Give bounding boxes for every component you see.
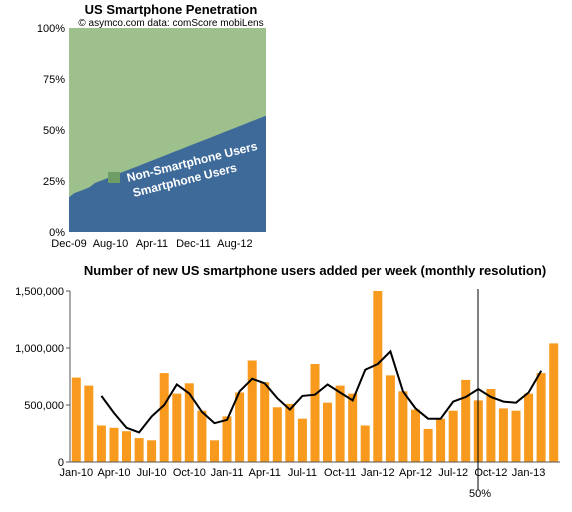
bar — [297, 418, 307, 462]
y-tick-label: 0% — [49, 227, 65, 239]
bar — [222, 416, 232, 462]
bar — [235, 392, 245, 462]
bar — [122, 431, 131, 462]
bar — [423, 428, 433, 462]
y-tick-label: 500,000 — [24, 400, 64, 412]
bar — [184, 383, 194, 462]
bar — [524, 393, 534, 462]
bar — [436, 418, 446, 462]
x-tick-label: Apr-10 — [97, 467, 130, 479]
x-tick-label: Oct-10 — [173, 467, 206, 479]
x-tick-label: Aug-10 — [93, 238, 128, 250]
chart-subtitle: © asymco.com data: comScore mobiLens — [78, 18, 263, 29]
x-tick-label: Dec-09 — [51, 238, 86, 250]
x-tick-label: Oct-11 — [324, 467, 356, 479]
bar — [247, 360, 257, 462]
fifty-percent-label: 50% — [469, 488, 491, 500]
y-tick-label: 0 — [58, 457, 64, 469]
x-tick-label: Jul-10 — [137, 467, 167, 479]
x-tick-label: Jan-10 — [59, 467, 93, 479]
x-tick-labels: Jan-10 Apr-10 Jul-10 Oct-10 Jan-11 Apr-11 Jul-… — [59, 467, 545, 479]
bar — [411, 409, 420, 462]
y-tick-labels: 0 500,000 1,000,000 1,500,000 — [15, 286, 64, 469]
bar — [549, 343, 559, 462]
bar — [310, 364, 320, 462]
area-smartphone-users — [69, 115, 266, 232]
bar — [385, 375, 395, 462]
weekly-additions-chart: Number of new US smartphone users added … — [15, 263, 560, 500]
y-tick-label: 50% — [43, 125, 65, 137]
bar — [96, 425, 106, 462]
bar — [285, 403, 295, 462]
bar-series — [71, 291, 559, 462]
bar — [498, 408, 508, 462]
y-tick-label: 75% — [43, 74, 65, 86]
x-tick-label: Dec-11 — [176, 238, 211, 250]
bar — [172, 393, 182, 462]
bar — [147, 440, 157, 462]
y-tick-label: 1,000,000 — [15, 343, 64, 355]
x-tick-label: Apr-11 — [249, 467, 281, 479]
bar — [272, 407, 282, 462]
x-tick-label: Apr-11 — [136, 238, 168, 250]
x-tick-label: Jan-12 — [361, 467, 395, 479]
x-tick-label: Jul-12 — [438, 467, 468, 479]
bar — [260, 382, 270, 462]
bar — [398, 391, 408, 462]
bar — [348, 393, 358, 462]
legend-marker — [108, 172, 120, 183]
penetration-chart: US Smartphone Penetration © asymco.com d… — [37, 2, 266, 250]
x-tick-label: Jan-11 — [211, 467, 244, 479]
bar — [536, 373, 546, 462]
bar — [84, 385, 94, 462]
x-tick-label: Oct-12 — [474, 467, 507, 479]
chart-title: US Smartphone Penetration — [85, 2, 258, 17]
bar — [335, 385, 345, 462]
bar — [461, 379, 471, 462]
trend-line — [100, 349, 543, 434]
bar — [360, 425, 370, 462]
area-series — [69, 28, 266, 232]
chart-title: Number of new US smartphone users added … — [84, 263, 546, 278]
bar — [71, 377, 81, 462]
bar — [210, 440, 219, 462]
bar — [197, 410, 207, 462]
bar — [159, 373, 169, 462]
bar — [448, 410, 458, 462]
x-tick-label: Apr-12 — [399, 467, 432, 479]
bar — [486, 389, 496, 462]
y-tick-label: 25% — [43, 176, 65, 188]
y-tick-label: 1,500,000 — [15, 286, 64, 298]
y-tick-labels: 0% 25% 50% 75% 100% — [37, 23, 65, 239]
x-tick-labels: Dec-09 Aug-10 Apr-11 Dec-11 Aug-12 — [51, 238, 252, 250]
x-tick-label: Jul-11 — [288, 467, 317, 479]
bar — [323, 402, 332, 462]
bar — [109, 427, 119, 462]
x-tick-label: Aug-12 — [217, 238, 252, 250]
y-tick-label: 100% — [37, 23, 65, 35]
bar — [373, 291, 383, 462]
x-tick-label: Jan-13 — [512, 467, 546, 479]
bar — [511, 410, 521, 462]
bar — [134, 438, 144, 462]
